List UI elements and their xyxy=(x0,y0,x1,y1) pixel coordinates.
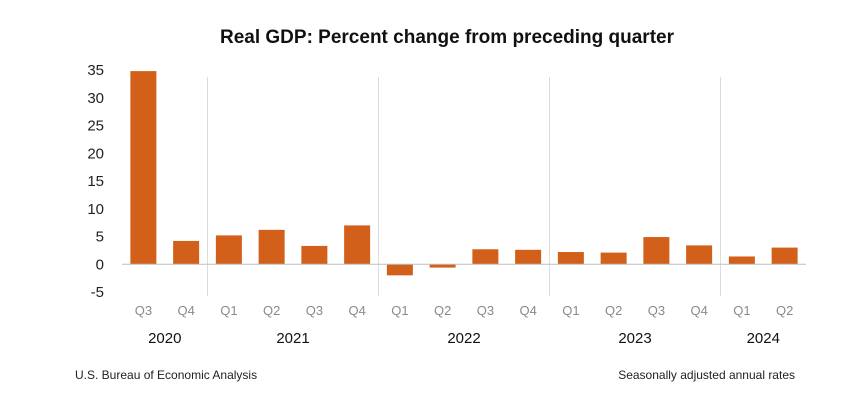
bar xyxy=(771,247,798,265)
quarter-label: Q2 xyxy=(434,303,451,318)
x-axis-quarter-labels: Q3 Q4 Q1 Q2 Q3 Q4 Q1 Q2 Q3 Q4 Q1 Q2 Q3 Q4 Q1 Q2 xyxy=(135,303,794,318)
bar xyxy=(215,235,242,265)
y-tick-label: 30 xyxy=(87,90,104,107)
bar xyxy=(173,240,200,265)
quarter-label: Q3 xyxy=(306,303,323,318)
y-axis: 35 30 25 20 15 10 5 0 -5 xyxy=(87,62,104,301)
source-note: U.S. Bureau of Economic Analysis xyxy=(75,368,257,382)
y-tick-label: 15 xyxy=(87,173,104,190)
bar xyxy=(600,252,627,265)
quarter-label: Q1 xyxy=(562,303,579,318)
y-tick-label: 0 xyxy=(96,256,104,273)
quarter-label: Q3 xyxy=(477,303,494,318)
bar xyxy=(557,252,584,265)
bar xyxy=(515,249,542,265)
year-label: 2022 xyxy=(447,330,480,347)
y-tick-label: 10 xyxy=(87,201,104,218)
quarter-label: Q2 xyxy=(263,303,280,318)
bar xyxy=(344,225,371,265)
bar xyxy=(386,264,413,276)
bar xyxy=(686,245,713,265)
quarter-label: Q2 xyxy=(605,303,622,318)
year-label: 2020 xyxy=(148,330,181,347)
y-tick-label: -5 xyxy=(91,284,104,301)
bar xyxy=(472,249,499,265)
y-tick-label: 5 xyxy=(96,229,104,246)
quarter-label: Q4 xyxy=(519,303,536,318)
quarter-label: Q4 xyxy=(177,303,194,318)
bar xyxy=(728,256,755,265)
year-dividers xyxy=(207,77,721,296)
bar xyxy=(130,71,157,265)
rates-note: Seasonally adjusted annual rates xyxy=(618,368,795,382)
bar xyxy=(429,264,456,268)
y-tick-label: 25 xyxy=(87,118,104,135)
year-label: 2023 xyxy=(618,330,651,347)
x-axis-year-labels: 2020 2021 2022 2023 2024 xyxy=(148,330,780,347)
quarter-label: Q3 xyxy=(135,303,152,318)
bar-series xyxy=(130,71,798,276)
quarter-label: Q2 xyxy=(776,303,793,318)
chart-title: Real GDP: Percent change from preceding … xyxy=(220,27,675,48)
y-tick-label: 35 xyxy=(87,62,104,79)
quarter-label: Q3 xyxy=(648,303,665,318)
bar xyxy=(643,237,670,265)
bar xyxy=(258,229,285,265)
quarter-label: Q1 xyxy=(391,303,408,318)
year-label: 2024 xyxy=(747,330,780,347)
quarter-label: Q4 xyxy=(690,303,707,318)
quarter-label: Q1 xyxy=(220,303,237,318)
y-tick-label: 20 xyxy=(87,145,104,162)
bar xyxy=(301,245,328,265)
year-label: 2021 xyxy=(276,330,309,347)
quarter-label: Q1 xyxy=(733,303,750,318)
quarter-label: Q4 xyxy=(348,303,365,318)
